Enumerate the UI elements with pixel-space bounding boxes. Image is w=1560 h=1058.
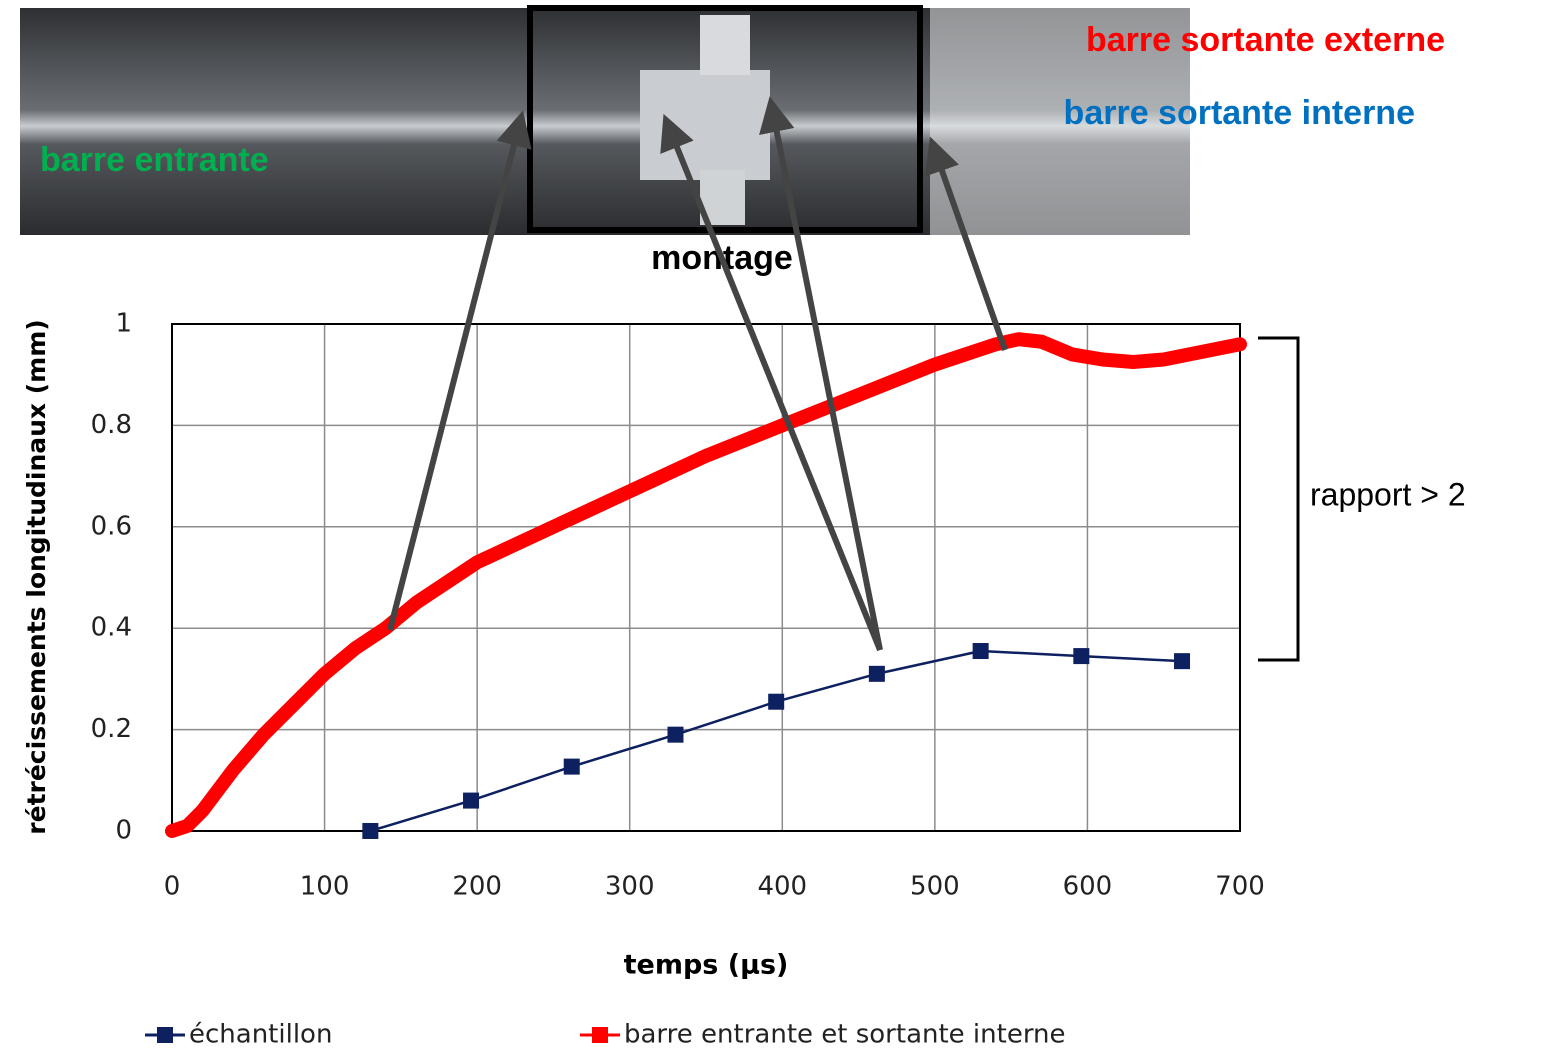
data-point: [667, 726, 684, 743]
data-point: [1174, 653, 1191, 670]
x-tick-label: 500: [910, 872, 960, 902]
bracket: [1258, 336, 1300, 662]
y-tick-label: 0.8: [91, 410, 132, 440]
y-axis-label: rétrécissements longitudinaux (mm): [22, 319, 51, 834]
arrows: [387, 96, 1008, 652]
legend-label: barre entrante et sortante interne: [624, 1020, 1066, 1050]
series-line: [369, 649, 1184, 833]
x-tick-label: 200: [452, 872, 502, 902]
y-tick-label: 0.2: [91, 714, 132, 744]
x-tick-label: 100: [300, 872, 350, 902]
plot: 0 0.2 0.4 0.6 0.8 1 0 100 200 300 400 500 600 700: [91, 309, 1265, 902]
photo: [20, 5, 1190, 235]
x-axis-label: temps (µs): [624, 950, 789, 981]
data-point: [463, 792, 480, 809]
legend-marker: [157, 1027, 173, 1043]
plot-frame: [171, 323, 1241, 832]
data-point: [362, 823, 379, 839]
x-tick-label: 600: [1063, 872, 1113, 902]
data-point: [972, 643, 989, 660]
x-tick-label: 300: [605, 872, 655, 902]
label-ratio: rapport > 2: [1310, 476, 1466, 512]
data-point: [868, 665, 885, 682]
series-line: [165, 332, 1247, 838]
label-internal: barre sortante interne: [1064, 94, 1415, 132]
y-tick-label: 0: [115, 816, 132, 846]
x-tick-label: 400: [757, 872, 807, 902]
y-tick-label: 0.4: [91, 613, 132, 643]
y-tick-label: 0.6: [91, 511, 132, 541]
data-point: [768, 693, 785, 710]
data-point: [563, 758, 580, 775]
x-tick-label: 700: [1215, 872, 1265, 902]
label-incoming: barre entrante: [40, 141, 269, 179]
data-point: [1073, 648, 1090, 665]
x-tick-label: 0: [164, 872, 181, 902]
legend-label: échantillon: [189, 1020, 332, 1050]
label-external: barre sortante externe: [1086, 21, 1445, 59]
y-tick-label: 1: [115, 309, 132, 339]
legend-marker: [592, 1027, 608, 1043]
